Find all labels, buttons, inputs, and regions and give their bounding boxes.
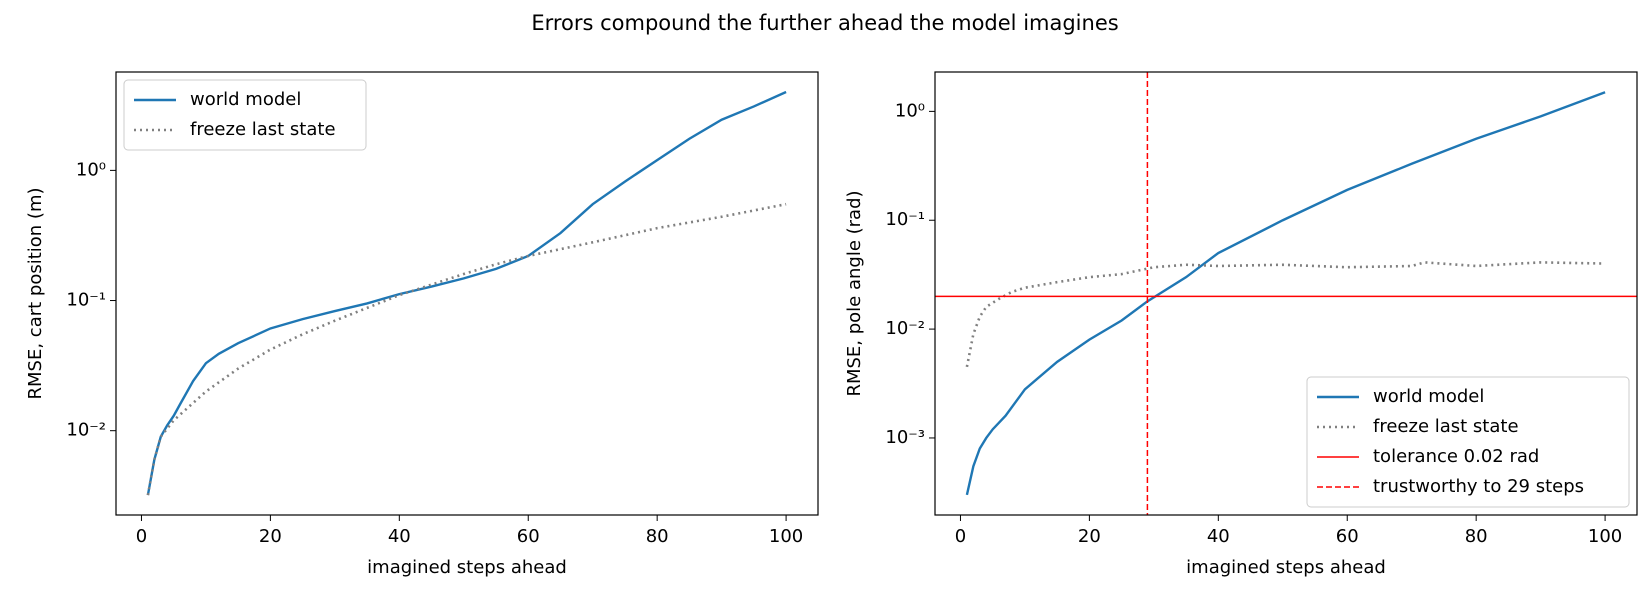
plot-area: [146, 90, 787, 496]
y-axis-label: RMSE, cart position (m): [25, 188, 46, 400]
legend-frame: [123, 79, 367, 151]
legend-frame: [1306, 376, 1630, 508]
x-axis-label: imagined steps ahead: [367, 557, 567, 578]
x-tick-label: 100: [1588, 526, 1622, 547]
y-tick-label: 10⁻¹: [66, 290, 106, 311]
x-tick-label: 80: [1465, 526, 1488, 547]
legend-label: tolerance 0.02 rad: [1373, 446, 1539, 467]
x-tick-label: 100: [769, 526, 803, 547]
series-line: [965, 261, 1606, 368]
x-axis-label: imagined steps ahead: [1186, 557, 1386, 578]
y-tick-label: 10⁰: [76, 159, 106, 180]
x-tick-label: 60: [1336, 526, 1359, 547]
x-tick-label: 40: [1207, 526, 1230, 547]
y-tick-label: 10⁰: [895, 100, 925, 121]
y-axis-label: RMSE, pole angle (rad): [844, 190, 865, 396]
figure-title: Errors compound the further ahead the mo…: [531, 11, 1118, 35]
legend-label: trustworthy to 29 steps: [1373, 476, 1584, 497]
legend-label: freeze last state: [190, 119, 336, 140]
y-tick-label: 10⁻²: [66, 420, 106, 441]
y-tick-label: 10⁻³: [885, 427, 925, 448]
axes-frame: [934, 71, 1638, 516]
y-tick-label: 10⁻²: [885, 318, 925, 339]
legend-label: world model: [1373, 386, 1484, 407]
x-tick-label: 60: [517, 526, 540, 547]
legend: world model freeze last state tolerance 0.…: [1306, 376, 1630, 508]
series-line: [146, 202, 787, 496]
series-line: [146, 90, 787, 496]
subplot: 0 20 40 60 80 100 10⁻³ 10⁻² 10⁻¹ 10⁰ imagined step…: [844, 71, 1638, 578]
x-tick-label: 40: [388, 526, 411, 547]
x-tick-label: 0: [955, 526, 966, 547]
plot-area: [935, 72, 1637, 515]
subplot: 0 20 40 60 80 100 10⁻² 10⁻¹ 10⁰ imagined steps ah…: [25, 71, 819, 578]
series-line: [965, 91, 1606, 496]
axes-frame: [115, 71, 819, 516]
legend: world model freeze last state: [123, 79, 367, 151]
x-tick-label: 20: [1078, 526, 1101, 547]
x-tick-label: 0: [136, 526, 147, 547]
legend-label: world model: [190, 89, 301, 110]
y-tick-label: 10⁻¹: [885, 209, 925, 230]
x-tick-label: 20: [259, 526, 282, 547]
x-tick-label: 80: [646, 526, 669, 547]
legend-label: freeze last state: [1373, 416, 1519, 437]
